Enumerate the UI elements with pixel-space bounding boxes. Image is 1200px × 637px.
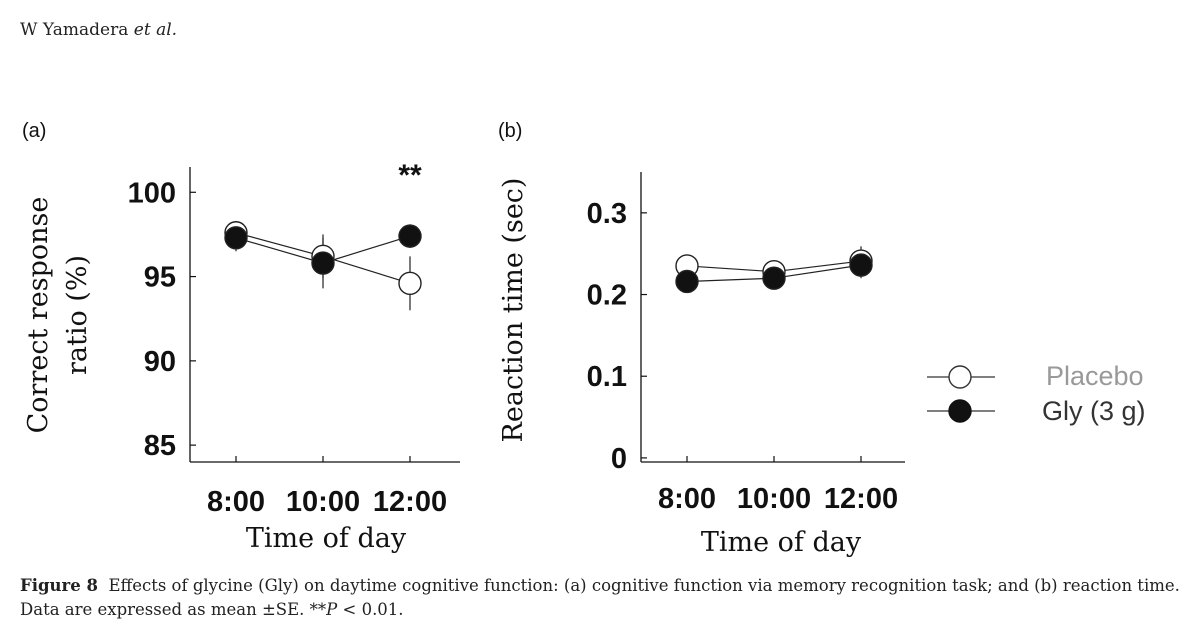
header-etal: et al.: [133, 20, 178, 40]
page-header: W Yamadera et al.: [20, 20, 177, 40]
a-ytick-label: 95: [144, 262, 176, 294]
legend-gly-marker: [948, 399, 972, 423]
caption-p-rest: < 0.01.: [337, 600, 404, 619]
panel-a-significance-annotation: **: [398, 159, 422, 192]
header-author: W Yamadera: [20, 20, 129, 40]
a-ytick-label: 85: [144, 430, 176, 462]
panel-a-label: (a): [22, 120, 46, 142]
legend-gly-label: Gly (3 g): [1042, 396, 1146, 426]
a-ytick-label: 90: [144, 346, 176, 378]
caption-label: Figure 8: [20, 576, 98, 595]
a-xtick-label: 12:00: [373, 486, 447, 518]
b-ytick-label: 0.3: [587, 198, 627, 230]
b-ytick-label: 0.1: [587, 361, 627, 393]
legend: Placebo Gly (3 g): [927, 361, 1146, 426]
b-xtick-label: 12:00: [824, 483, 898, 515]
panel-b: (b) Reaction time (sec) Time of day 0 0.1…: [498, 120, 905, 558]
panel-a-ylabel-line2: ratio (%): [62, 255, 93, 375]
panel-b-ylabel: Reaction time (sec): [498, 178, 529, 443]
b-gly-point: [675, 269, 699, 294]
panel-a: (a) Correct response ratio (%) Time of d…: [22, 120, 460, 554]
caption-p-symbol: P: [326, 600, 338, 619]
a-gly-point: [311, 251, 335, 275]
a-gly-point: [398, 224, 422, 248]
panel-a-xlabel: Time of day: [246, 523, 407, 554]
a-xtick-label: 8:00: [207, 486, 265, 518]
a-gly-point: [224, 226, 248, 250]
a-placebo-point: [398, 271, 422, 296]
figure-caption: Figure 8 Effects of glycine (Gly) on day…: [20, 574, 1180, 622]
b-ytick-label: 0: [611, 443, 627, 475]
b-ytick-label: 0.2: [587, 280, 627, 312]
b-gly-point: [762, 266, 786, 290]
b-xtick-label: 10:00: [737, 483, 811, 515]
legend-placebo-marker: [948, 365, 972, 389]
panel-b-label: (b): [498, 120, 522, 142]
panel-a-ylabel-line1: Correct response: [23, 197, 54, 434]
a-ytick-label: 100: [128, 177, 176, 209]
b-gly-point: [849, 253, 873, 277]
caption-text: Effects of glycine (Gly) on daytime cogn…: [20, 576, 1180, 619]
a-xtick-label: 10:00: [286, 486, 360, 518]
b-xtick-label: 8:00: [658, 483, 716, 515]
panel-b-xlabel: Time of day: [701, 527, 862, 558]
figure-8: (a) Correct response ratio (%) Time of d…: [22, 120, 1146, 558]
legend-placebo-label: Placebo: [1046, 361, 1144, 391]
